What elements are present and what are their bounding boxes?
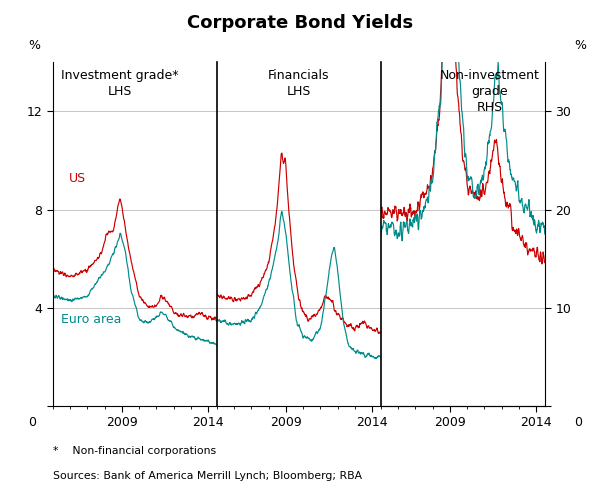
Text: US: US <box>69 172 86 185</box>
Text: Sources: Bank of America Merrill Lynch; Bloomberg; RBA: Sources: Bank of America Merrill Lynch; … <box>53 471 362 481</box>
Text: 0: 0 <box>28 416 36 429</box>
Text: Investment grade*
LHS: Investment grade* LHS <box>61 69 179 98</box>
Text: %: % <box>28 39 40 52</box>
Text: *    Non-financial corporations: * Non-financial corporations <box>53 446 216 456</box>
Text: Non-investment
grade
RHS: Non-investment grade RHS <box>440 69 540 114</box>
Text: 0: 0 <box>574 416 583 429</box>
Text: Euro area: Euro area <box>61 313 121 326</box>
Text: Corporate Bond Yields: Corporate Bond Yields <box>187 14 413 32</box>
Text: %: % <box>574 39 586 52</box>
Text: Financials
LHS: Financials LHS <box>268 69 329 98</box>
